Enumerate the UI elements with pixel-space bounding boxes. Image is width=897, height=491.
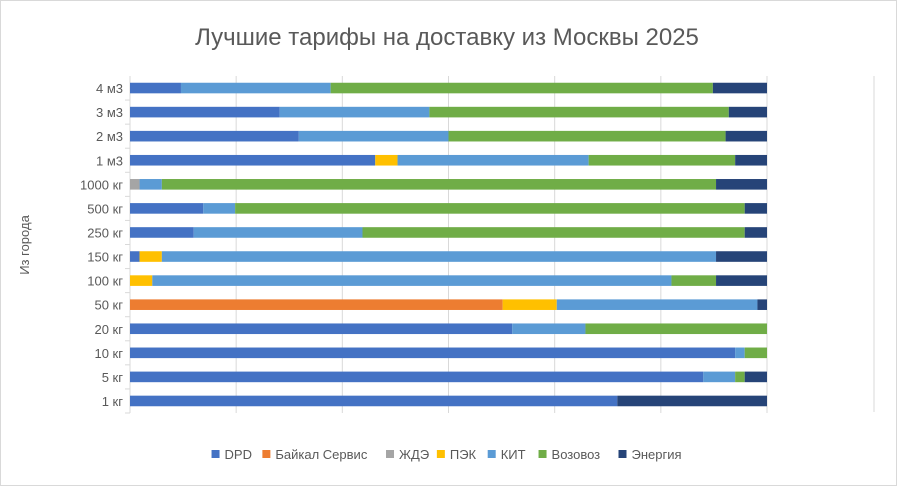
legend-label: Возовоз: [552, 447, 601, 462]
bar-segment: [712, 82, 767, 94]
category-label: 20 кг: [94, 322, 123, 337]
bar-segment: [130, 275, 153, 286]
legend-label: DPD: [225, 447, 252, 462]
bar-segment: [330, 82, 713, 94]
bar-segment: [375, 154, 398, 166]
chart-title: Лучшие тарифы на доставку из Москвы 2025: [195, 24, 699, 51]
legend-label: ЖДЭ: [399, 447, 429, 462]
bar-segment: [448, 130, 726, 142]
bar-segment: [180, 82, 331, 94]
bar-segment: [130, 227, 194, 238]
bar-segment: [728, 106, 767, 118]
category-label: 5 кг: [102, 370, 124, 385]
bar-segment: [139, 251, 162, 262]
category-label: 10 кг: [94, 346, 123, 361]
legend-swatch: [487, 450, 496, 458]
legend-swatch: [211, 450, 220, 458]
bar-segment: [130, 299, 503, 310]
bar-segment: [585, 323, 767, 335]
bar-segment: [588, 154, 736, 166]
legend-label: ПЭК: [450, 447, 477, 462]
bar-segment: [130, 154, 376, 166]
category-label: 1 м3: [96, 153, 123, 168]
bar-segment: [735, 154, 767, 166]
bar-segment: [130, 203, 204, 214]
category-label: 1 кг: [102, 394, 124, 409]
legend-label: Байкал Сервис: [275, 447, 367, 462]
bar-segment: [716, 275, 767, 286]
bar-segment: [725, 130, 767, 142]
category-label: 4 м3: [96, 81, 123, 96]
legend-swatch: [436, 450, 445, 458]
bar-segment: [130, 130, 299, 142]
bar-segment: [130, 82, 181, 94]
bar-segment: [757, 299, 767, 310]
legend: DPD Байкал Сервис ЖДЭ ПЭК КИТ Возовоз Энергия: [211, 447, 682, 462]
category-labels: 1 кг 5 кг 10 кг 20 кг 50 кг 100 кг 150 кг 250 к…: [80, 81, 123, 409]
bar-segment: [152, 275, 672, 286]
bar-segment: [279, 106, 430, 118]
category-label: 1000 кг: [80, 177, 123, 192]
legend-label: КИТ: [501, 447, 526, 462]
bar-segment: [744, 347, 767, 359]
legend-swatch: [538, 450, 547, 458]
bar-segment: [235, 203, 745, 214]
bar-segment: [130, 371, 704, 383]
bar-segment: [735, 347, 745, 359]
bar-segment: [703, 371, 736, 383]
category-label: 50 кг: [94, 298, 123, 313]
legend-swatch: [618, 450, 627, 458]
bar-segment: [429, 106, 729, 118]
legend-swatch: [386, 450, 395, 458]
y-axis-title: Из города: [17, 214, 32, 274]
category-label: 3 м3: [96, 105, 123, 120]
bar-segment: [362, 227, 745, 238]
bar-segment: [130, 347, 736, 359]
bar-segment: [130, 106, 280, 118]
bar-segment: [298, 130, 449, 142]
bar-segment: [161, 251, 717, 262]
bar-segment: [130, 251, 140, 262]
bar-segment: [735, 371, 745, 383]
bar-segment: [744, 227, 767, 238]
bar-segment: [130, 395, 618, 407]
bars: [130, 82, 767, 407]
bar-segment: [716, 179, 767, 190]
bar-segment: [139, 179, 162, 190]
bar-segment: [512, 323, 586, 335]
legend-swatch: [262, 450, 271, 458]
bar-segment: [193, 227, 363, 238]
bar-segment: [556, 299, 758, 310]
legend-label: Энергия: [632, 447, 682, 462]
category-label: 100 кг: [87, 274, 123, 289]
bar-segment: [617, 395, 767, 407]
bar-segment: [130, 323, 513, 335]
bar-segment: [502, 299, 557, 310]
bar-segment: [130, 179, 140, 190]
category-label: 500 кг: [87, 201, 123, 216]
bar-segment: [203, 203, 236, 214]
bar-segment: [716, 251, 767, 262]
bar-segment: [397, 154, 589, 166]
bar-segment: [744, 371, 767, 383]
bar-segment: [744, 203, 767, 214]
category-label: 150 кг: [87, 250, 123, 265]
category-label: 250 кг: [87, 225, 123, 240]
bar-segment: [671, 275, 717, 286]
category-label: 2 м3: [96, 129, 123, 144]
bar-segment: [161, 179, 717, 190]
